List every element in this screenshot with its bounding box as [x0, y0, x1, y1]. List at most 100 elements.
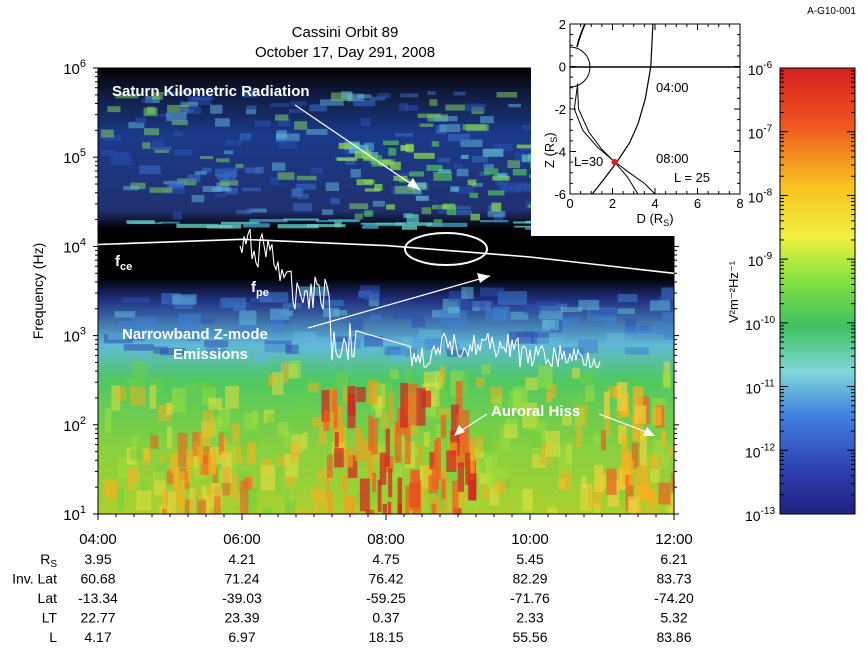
spectrogram-cell	[663, 331, 674, 340]
spectrogram-cell	[149, 187, 173, 193]
spectrogram-cell	[191, 96, 214, 101]
spectrogram-cell	[504, 396, 513, 408]
spectrogram-cell	[333, 410, 338, 429]
spectrogram-cell	[193, 457, 205, 478]
spectrogram-cell	[606, 468, 617, 495]
spectrogram-cell	[180, 106, 202, 114]
spectrogram-cell	[542, 320, 559, 331]
spectrogram-cell	[377, 93, 391, 99]
spectrogram-cell	[442, 491, 447, 514]
spectrogram-cell	[178, 313, 201, 329]
spectrogram-cell	[448, 133, 471, 142]
spectrogram-cell	[387, 501, 392, 514]
spectrogram-cell	[460, 154, 469, 159]
spectrogram-cell	[426, 164, 443, 171]
ephemeris-cell: 2.33	[516, 610, 543, 626]
ephemeris-row-label-base: Inv. Lat	[12, 571, 57, 587]
spectrogram-cell	[519, 146, 535, 151]
figure-id: A-G10-001	[807, 6, 856, 17]
spectrogram-cell	[364, 335, 383, 347]
spectrogram-cell	[171, 387, 187, 413]
spectrogram-cell	[406, 214, 419, 223]
spectrogram-cell	[171, 323, 198, 333]
spectrogram-cell	[267, 413, 275, 426]
spectrogram-cell	[191, 195, 205, 203]
spectrogram-cell	[439, 124, 461, 132]
inset-x-tick-label: 8	[736, 196, 743, 211]
spectrogram-cell	[172, 211, 183, 220]
y-tick-exp: 1	[80, 504, 86, 516]
ephemeris-row-label-base: LT	[42, 610, 58, 626]
spectrogram-cell	[201, 167, 212, 173]
spectrogram-cell	[432, 497, 441, 514]
ephemeris-table: RS 3.95 4.21 4.75 5.45 6.21 Inv. Lat 60.68 71.24…	[12, 551, 694, 645]
spectrogram-cell	[354, 213, 363, 220]
spectrogram-cell	[169, 184, 184, 188]
spectrogram-cell	[150, 435, 159, 449]
spectrogram-cell	[515, 152, 526, 161]
spectrogram-cell	[488, 190, 505, 196]
spectrogram-cell	[302, 432, 308, 450]
spectrogram-cell	[438, 157, 450, 163]
spectrogram-cell	[337, 157, 357, 161]
spectrogram-cell	[655, 321, 671, 335]
spectrogram-cell	[199, 433, 211, 447]
spectrogram-cell	[454, 163, 464, 169]
spectrogram-cell	[606, 332, 625, 348]
spectrogram-cell	[233, 305, 246, 312]
spectrogram-cell	[114, 152, 130, 159]
spectrogram-cell	[492, 175, 510, 181]
colorbar-tick-exp: -9	[763, 251, 772, 262]
y-tick-label: 103	[63, 326, 86, 346]
spectrogram-cell	[395, 133, 414, 137]
l30-field-line	[573, 85, 656, 195]
spectrogram-cell	[441, 478, 446, 499]
spectrogram-cell	[274, 508, 282, 514]
spectrogram-cell	[572, 367, 580, 379]
spectrogram-cell	[162, 490, 168, 508]
spectrogram-cell	[117, 488, 125, 511]
spectrogram-cell	[354, 427, 363, 462]
annotation-skr: Saturn Kilometric Radiation	[112, 83, 310, 100]
spectrogram-cell	[218, 408, 231, 431]
inset-y-tick-label: -4	[554, 145, 566, 160]
spectrogram-cell	[224, 150, 234, 155]
spectrogram-cell	[221, 221, 260, 225]
spectrogram-cell	[152, 92, 163, 100]
spectrogram-cell	[201, 485, 207, 499]
spectrogram-cell	[377, 442, 389, 461]
y-tick-exp: 6	[80, 58, 86, 70]
spectrogram-cell	[283, 430, 290, 447]
spectrogram-cell	[530, 431, 542, 455]
spectrogram-cell	[166, 469, 176, 485]
spectrogram-cell	[364, 142, 374, 152]
spectrogram-cell	[465, 438, 476, 481]
colorbar-tick-label: 10-6	[748, 60, 773, 78]
spectrogram-cell	[334, 219, 342, 228]
spectrogram-cell	[429, 99, 438, 106]
spectrogram-cell	[180, 101, 199, 107]
spectrogram-cell	[206, 346, 227, 356]
spectrogram-cell	[202, 186, 222, 192]
spectrogram-cell	[225, 140, 242, 146]
inset-label-l25: L = 25	[674, 170, 710, 185]
spectrogram-cell	[341, 91, 352, 100]
spectrogram-cell	[141, 98, 153, 104]
spectrogram-cell	[613, 489, 627, 500]
fce-curve	[97, 238, 675, 275]
spectrogram-cell	[174, 149, 193, 156]
ephemeris-cell: 4.17	[84, 629, 111, 645]
spectrogram-cell	[312, 417, 323, 428]
spectrogram-cell	[162, 189, 185, 194]
x-tick-label: 12:00	[655, 531, 693, 548]
spectrogram-cell	[446, 450, 457, 472]
spectrogram-cell	[321, 390, 331, 422]
spectrogram-cell	[216, 182, 230, 191]
spectrogram-cell	[436, 424, 442, 448]
label-fce: fce	[115, 253, 132, 273]
spectrogram-cell	[160, 348, 186, 356]
inset-x-tick-label: 4	[651, 196, 658, 211]
spectrogram-cell	[149, 385, 157, 410]
spectrogram-cell	[228, 510, 237, 514]
